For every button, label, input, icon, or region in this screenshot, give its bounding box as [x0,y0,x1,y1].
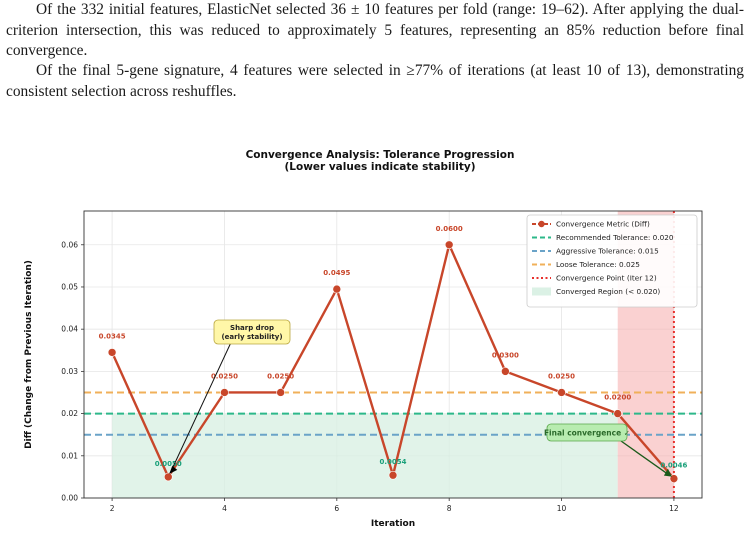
data-label: 0.0200 [604,394,631,402]
data-point [501,367,510,376]
x-tick-label: 10 [557,504,567,513]
data-label: 0.0495 [323,269,350,277]
annotation-box [213,319,291,345]
legend-swatch-marker [538,220,545,228]
y-tick-label: 0.00 [61,494,78,503]
annotation-arrow [620,440,671,477]
legend-label: Convergence Metric (Diff) [556,220,650,229]
body-paragraph-1: Of the 332 initial features, ElasticNet … [6,1,744,59]
data-label: 0.0600 [436,225,463,233]
body-paragraph-2: Of the final 5-gene signature, 4 feature… [6,62,744,100]
data-point [276,388,285,397]
y-tick-label: 0.02 [61,409,78,418]
annotation-arrow [169,343,231,474]
legend-swatch [532,287,551,296]
data-point [332,284,342,294]
y-tick-label: 0.06 [61,240,78,249]
legend-label: Aggressive Tolerance: 0.015 [556,247,659,256]
data-point [388,470,398,480]
annotation-text: Sharp drop [230,324,274,332]
plot-frame [83,210,703,499]
y-axis-label: Diff (Change from Previous Iteration) [24,260,34,449]
legend-label: Convergence Point (Iter 12) [556,274,657,283]
data-label: 0.0050 [155,460,182,468]
legend-label: Recommended Tolerance: 0.020 [556,233,674,242]
data-label: 0.0046 [660,462,687,470]
x-tick-label: 12 [669,504,679,513]
data-point [107,348,117,357]
chart-subtitle: (Lower values indicate stability) [284,161,475,173]
annotation-arrowhead [663,468,672,477]
x-tick-label: 6 [334,504,339,513]
x-tick-label: 4 [222,504,227,513]
annotation-text: Final convergence ✓ [544,429,630,438]
x-tick-label: 2 [110,504,115,513]
converged-region [112,413,618,498]
annotation-arrowhead [169,465,178,474]
data-label: 0.0250 [211,372,238,380]
data-label: 0.0054 [379,458,406,466]
y-tick-label: 0.04 [61,325,78,334]
y-tick-label: 0.01 [61,451,78,460]
legend-label: Converged Region (< 0.020) [556,287,660,296]
data-label: 0.0250 [548,372,575,380]
annotation-text: (early stability) [221,333,282,341]
x-tick-label: 8 [447,504,452,513]
data-point [163,472,173,482]
data-label: 0.0345 [99,332,126,340]
data-point [220,388,229,397]
data-label: 0.0300 [492,351,519,359]
data-point [613,409,623,418]
chart-title: Convergence Analysis: Tolerance Progress… [246,149,515,161]
y-tick-label: 0.05 [61,282,78,291]
data-point [444,240,454,250]
x-axis-label: Iteration [371,519,415,529]
legend-label: Loose Tolerance: 0.025 [556,260,640,269]
data-label: 0.0250 [267,372,294,380]
y-tick-label: 0.03 [61,367,78,376]
convergence-figure: Convergence Analysis: Tolerance Progress… [24,149,703,529]
data-point [557,388,566,397]
annotation-box [546,423,628,442]
legend-box [526,214,698,308]
